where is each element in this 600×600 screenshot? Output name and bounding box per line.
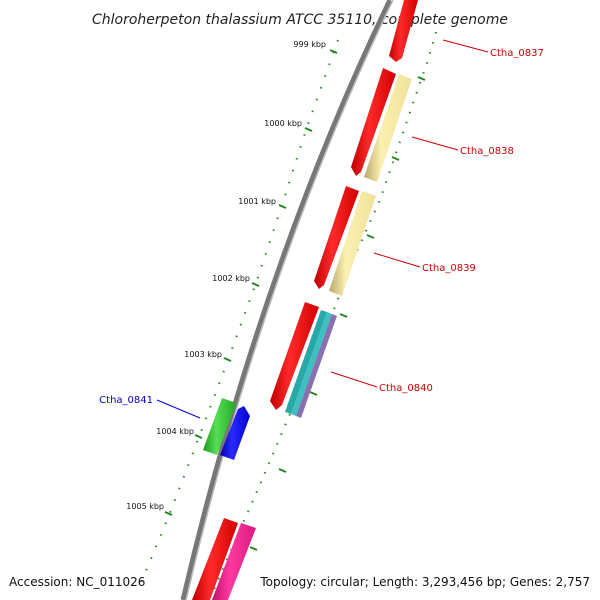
- genome-backbone-highlight: [185, 0, 394, 600]
- feature-ctha-0840-teal: [285, 310, 327, 414]
- gene-label-connectors: [156, 39, 489, 419]
- gene-bottom-red: [192, 518, 238, 600]
- gene-label: Ctha_0838: [460, 146, 514, 157]
- feature-ctha-0840-teal-2: [291, 312, 332, 416]
- gene-ctha-0837: [389, 0, 418, 62]
- gene-ctha-0840: [270, 302, 319, 410]
- gene-ctha-0839: [314, 186, 359, 289]
- scale-label: 1000 kbp: [264, 119, 302, 128]
- scale-label: 1003 kbp: [184, 350, 222, 359]
- scale-label: 1004 kbp: [156, 427, 194, 436]
- gene-label: Ctha_0841: [99, 395, 153, 406]
- gene-label: Ctha_0840: [379, 383, 433, 394]
- forward-genes: [192, 0, 418, 600]
- scale-ticks: [164, 49, 338, 516]
- scale-label: 999 kbp: [293, 40, 326, 49]
- scale-dotted-ring: [137, 39, 339, 591]
- scale-label: 1005 kbp: [126, 502, 164, 511]
- gene-label: Ctha_0837: [490, 48, 544, 59]
- accession-text: Accession: NC_011026: [9, 575, 145, 589]
- reverse-genes: [203, 398, 250, 460]
- outer-dotted-ring: [213, 31, 437, 591]
- gene-label: Ctha_0839: [422, 263, 476, 274]
- genome-summary-text: Topology: circular; Length: 3,293,456 bp…: [259, 575, 590, 589]
- feature-ctha-0839: [329, 191, 376, 296]
- gene-labels: Ctha_0837 Ctha_0838 Ctha_0839 Ctha_0840 …: [99, 48, 544, 406]
- gene-ctha-0838: [351, 68, 396, 176]
- genome-backbone: [180, 0, 393, 600]
- outer-ticks: [249, 76, 426, 551]
- gene-bottom-magenta: [212, 523, 256, 600]
- gene-ctha-0841-green: [203, 398, 236, 455]
- scale-labels: 999 kbp 1000 kbp 1001 kbp 1002 kbp 1003 …: [126, 40, 326, 511]
- scale-label: 1001 kbp: [238, 197, 276, 206]
- gene-ctha-0841-blue: [220, 406, 250, 460]
- feature-ctha-0840-purple: [296, 314, 337, 418]
- map-title: Chloroherpeton thalassium ATCC 35110, co…: [92, 12, 508, 28]
- scale-label: 1002 kbp: [212, 274, 250, 283]
- feature-ctha-0838: [364, 74, 412, 182]
